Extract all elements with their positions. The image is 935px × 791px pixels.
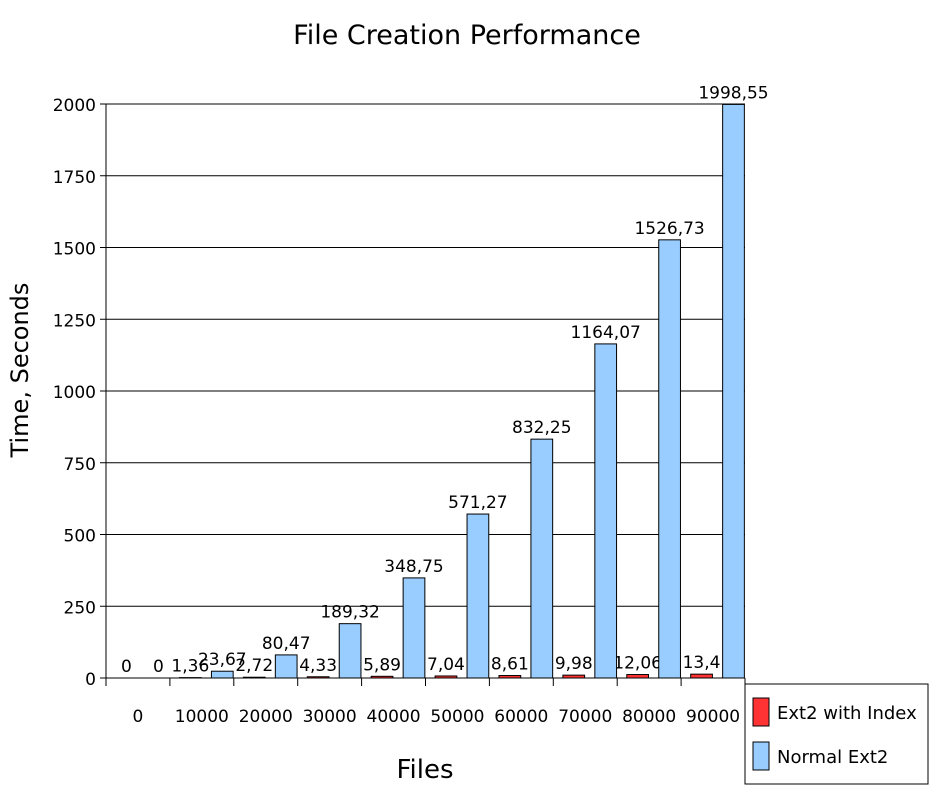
data-label: 0	[121, 657, 132, 677]
legend-swatch	[752, 697, 770, 727]
bar-normal-ext2	[466, 513, 490, 679]
x-tick-label: 0	[133, 707, 144, 727]
data-label: 1164,07	[571, 323, 641, 343]
data-label: 7,04	[427, 655, 465, 675]
x-tick-label: 60000	[494, 707, 548, 727]
data-label: 189,32	[320, 603, 379, 623]
bar-normal-ext2	[722, 103, 745, 679]
y-tick-label: 750	[64, 455, 96, 475]
data-label: 9,98	[555, 654, 593, 674]
x-tick-label: 90000	[686, 707, 740, 727]
bar-ext2-with-index	[626, 674, 650, 679]
bar-normal-ext2	[274, 654, 298, 679]
legend: Ext2 with Index Normal Ext2	[744, 683, 929, 785]
x-tick-label: 70000	[558, 707, 612, 727]
data-label: 23,67	[198, 650, 247, 670]
x-tick-label: 10000	[175, 707, 229, 727]
x-tick-label: 50000	[430, 707, 484, 727]
data-label: 0	[153, 657, 164, 677]
x-axis-label: Files	[396, 755, 453, 785]
bar-normal-ext2	[210, 670, 234, 679]
legend-swatch	[752, 741, 770, 771]
data-label: 832,25	[512, 418, 571, 438]
y-tick-label: 1750	[53, 168, 96, 188]
x-tick-label: 80000	[622, 707, 676, 727]
bar-normal-ext2	[530, 438, 554, 679]
y-tick-label: 1250	[53, 311, 96, 331]
y-tick-label: 0	[85, 670, 96, 690]
data-label: 1998,55	[698, 83, 768, 103]
data-label: 12,06	[613, 654, 662, 674]
y-tick-label: 1500	[53, 240, 96, 260]
legend-box	[744, 683, 929, 785]
bar-normal-ext2	[594, 343, 618, 679]
x-tick-label: 20000	[239, 707, 293, 727]
x-tick-label: 30000	[303, 707, 357, 727]
data-label: 5,89	[363, 655, 401, 675]
y-axis-label: Time, Seconds	[6, 283, 34, 459]
data-label: 13,4	[683, 653, 721, 673]
bar-normal-ext2	[658, 239, 681, 679]
chart-title: File Creation Performance	[293, 20, 641, 51]
legend-entry: Normal Ext2	[777, 747, 888, 768]
data-label: 80,47	[262, 634, 311, 654]
data-label: 571,27	[448, 493, 507, 513]
data-label: 1526,73	[634, 219, 704, 239]
data-label: 1,36	[171, 657, 209, 677]
legend-entry: Ext2 with Index	[777, 703, 917, 724]
data-label: 2,72	[235, 656, 273, 676]
y-tick-label: 2000	[53, 96, 96, 116]
data-label: 8,61	[491, 655, 529, 675]
y-tick-label: 250	[64, 598, 96, 618]
x-tick-label: 40000	[367, 707, 421, 727]
y-tick-label: 500	[64, 527, 96, 547]
y-tick-label: 1000	[53, 383, 96, 403]
bar-normal-ext2	[402, 577, 426, 679]
data-label: 4,33	[299, 656, 337, 676]
data-label: 348,75	[384, 557, 443, 577]
bar-normal-ext2	[338, 623, 362, 679]
bar-ext2-with-index	[690, 673, 713, 679]
